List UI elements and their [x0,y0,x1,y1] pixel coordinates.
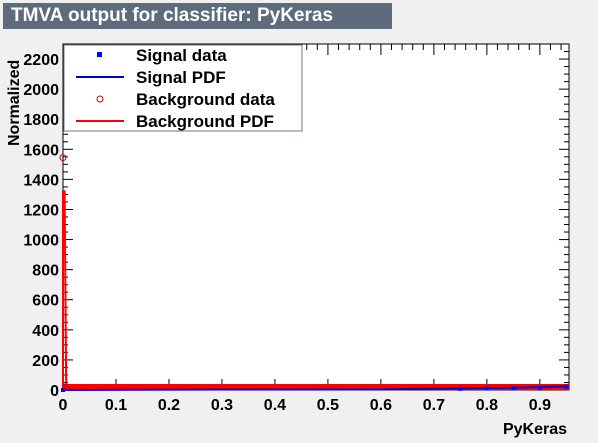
x-tick-label: 0.7 [423,397,445,414]
signal-pdf-line [62,385,570,391]
y-tick-label: 1800 [23,112,59,129]
signal-data-point [511,386,516,391]
y-tick-label: 1000 [23,233,59,250]
y-tick-label: 1400 [23,172,59,189]
y-tick-label: 0 [50,383,59,400]
x-tick-labels: 0 0.1 0.2 0.3 0.4 0.5 0.6 0.7 0.8 0.9 [59,397,552,414]
legend-marker-background-data [96,95,104,103]
x-tick-label: 0.5 [317,397,339,414]
y-axis-label: Normalized [6,60,23,146]
signal-data-point [537,385,542,390]
legend-marker-signal-data [97,52,102,57]
x-tick-label: 0.3 [211,397,233,414]
legend-label: Signal data [136,46,227,65]
legend-label: Signal PDF [136,68,226,87]
x-tick-label: 0.2 [158,397,180,414]
x-tick-label: 0 [59,397,68,414]
y-tick-label: 2000 [23,82,59,99]
signal-data-point [458,386,463,391]
chart-title: TMVA output for classifier: PyKeras [3,3,392,29]
x-tick-label: 0.6 [370,397,392,414]
x-tick-label: 0.8 [476,397,498,414]
y-tick-label: 800 [32,263,59,280]
x-tick-label: 0.1 [105,397,127,414]
x-tick-label: 0.9 [529,397,551,414]
signal-data-point [61,388,65,392]
y-tick-label: 1200 [23,202,59,219]
y-tick-labels: 0 200 400 600 800 1000 1200 1400 1600 1800 2000 220… [23,52,59,400]
signal-data-point [484,386,489,391]
background-pdf-band [63,384,569,390]
y-tick-label: 400 [32,323,59,340]
y-tick-label: 1600 [23,142,59,159]
legend-label: Background data [136,90,275,109]
y-tick-label: 2200 [23,52,59,69]
series-layer [59,154,570,392]
legend-box [63,44,303,132]
x-tick-label: 0.4 [264,397,286,414]
x-axis-label: PyKeras [503,421,567,438]
background-data-point [59,154,67,162]
legend: Signal data Signal PDF Background data Back… [63,44,303,132]
y-tick-label: 600 [32,293,59,310]
legend-label: Background PDF [136,112,274,131]
background-data-point [62,383,70,391]
signal-data-point [564,384,569,389]
legend-entries: Signal data Signal PDF Background data Back… [76,46,275,131]
y-tick-label: 200 [32,353,59,370]
